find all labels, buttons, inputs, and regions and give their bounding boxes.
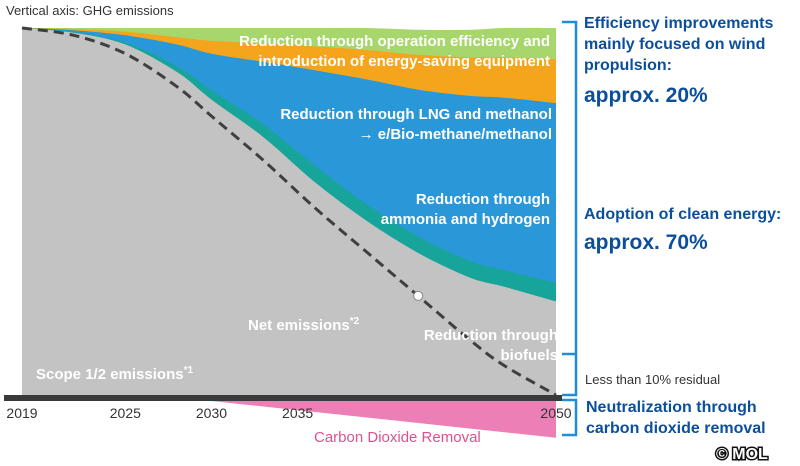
- scope12-sup: *1: [184, 365, 194, 376]
- green-area-label-1: Reduction through operation efficiency a…: [239, 33, 550, 50]
- x-axis-bar: [4, 395, 562, 401]
- scope12-text: Scope 1/2 emissions: [36, 366, 184, 383]
- efficiency-text-3: propulsion:: [584, 57, 672, 74]
- x-tick-2050: 2050: [540, 405, 571, 421]
- net-emissions-label: Net emissions*2: [248, 316, 360, 334]
- residual-label: Less than 10% residual: [585, 372, 720, 387]
- x-tick-2019: 2019: [6, 405, 37, 421]
- efficiency-text-1: Efficiency improvements: [584, 15, 774, 32]
- blue-area-label-1: Reduction through: [416, 191, 550, 208]
- blue-area-label-2: ammonia and hydrogen: [381, 211, 550, 228]
- copyright-watermark: © MOL: [716, 446, 768, 463]
- x-tick-2035: 2035: [282, 405, 313, 421]
- carbon-removal-area: [211, 401, 556, 438]
- teal-area-label-2: biofuels: [500, 347, 558, 364]
- orange-area-label-2: → e/Bio-methane/methanol: [359, 126, 552, 143]
- net-emissions-text: Net emissions: [248, 317, 350, 334]
- efficiency-text-2: mainly focused on wind: [584, 36, 765, 53]
- x-tick-2025: 2025: [110, 405, 141, 421]
- net-emissions-line: [21, 26, 557, 397]
- green-area-label-2: introduction of energy-saving equipment: [258, 53, 550, 70]
- clean-energy-text: Adoption of clean energy:: [584, 206, 781, 223]
- orange-area-label-1: Reduction through LNG and methanol: [280, 106, 552, 123]
- net-emissions-marker: [413, 290, 424, 301]
- right-bracket: [562, 20, 578, 437]
- removal-label: Carbon Dioxide Removal: [314, 429, 481, 446]
- y-axis-label: Vertical axis: GHG emissions: [6, 3, 174, 18]
- scope12-label: Scope 1/2 emissions*1: [36, 365, 193, 383]
- x-tick-2030: 2030: [196, 405, 227, 421]
- neutralization-text-1: Neutralization through: [586, 399, 757, 416]
- neutralization-text-2: carbon dioxide removal: [586, 420, 766, 437]
- net-emissions-sup: *2: [350, 316, 360, 327]
- efficiency-value: approx. 20%: [584, 84, 708, 107]
- clean-energy-value: approx. 70%: [584, 231, 708, 254]
- scope12-gray-area: [22, 28, 556, 395]
- teal-area-label-1: Reduction through: [424, 327, 558, 344]
